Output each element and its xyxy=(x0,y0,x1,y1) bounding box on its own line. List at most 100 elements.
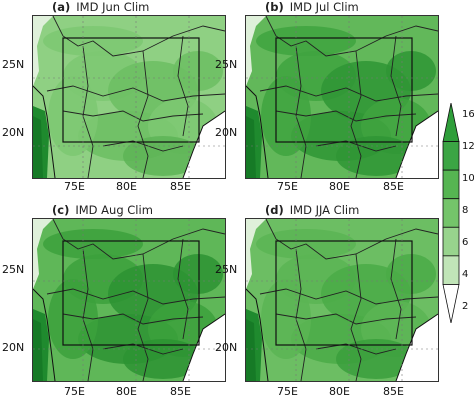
panel-label: (b) xyxy=(265,0,284,14)
east-coastline xyxy=(182,110,225,178)
bay-of-bengal xyxy=(183,314,225,381)
state-boundary xyxy=(265,16,438,57)
rainfall-map xyxy=(33,219,225,381)
state-boundary xyxy=(265,219,438,260)
rainfall-map xyxy=(246,16,438,178)
colorbar-segment xyxy=(442,102,460,142)
coastline xyxy=(246,85,269,178)
state-boundary xyxy=(52,219,225,260)
coastline xyxy=(33,288,56,381)
west-coast-heavy-rainfall xyxy=(246,116,256,178)
bay-of-bengal xyxy=(396,111,438,178)
colorbar-segment xyxy=(442,284,460,324)
panel-title: (c) IMD Aug Clim xyxy=(52,203,153,217)
coastline xyxy=(246,288,269,381)
rainfall-region xyxy=(386,51,436,91)
map-area xyxy=(245,15,439,179)
state-boundary xyxy=(52,16,225,57)
map-panel-d: (d) IMD JJA Clim 25N 20N 75E 80E 85E xyxy=(215,203,445,403)
sea-region xyxy=(246,219,266,289)
lon-tick-85e: 85E xyxy=(383,180,404,193)
panel-label: (c) xyxy=(52,203,70,217)
state-boundary xyxy=(62,313,204,325)
colorbar-segment xyxy=(442,226,460,257)
state-boundary xyxy=(46,85,225,102)
lat-tick-25n: 25N xyxy=(2,263,25,276)
panel-title: (b) IMD Jul Clim xyxy=(265,0,359,14)
colorbar-tick-6: 6 xyxy=(462,237,469,248)
west-coast-heavy-rainfall xyxy=(33,116,43,178)
panel-label: (a) xyxy=(52,0,71,14)
panel-title-text: IMD Jun Clim xyxy=(76,0,150,14)
sea-region xyxy=(33,16,53,86)
lat-tick-20n: 20N xyxy=(215,341,238,354)
state-boundary xyxy=(350,50,362,178)
lon-tick-80e: 80E xyxy=(329,385,350,398)
state-boundary xyxy=(46,288,225,305)
lon-tick-75e: 75E xyxy=(277,180,298,193)
lon-tick-80e: 80E xyxy=(329,180,350,193)
panel-title-text: IMD Jul Clim xyxy=(289,0,359,14)
east-coastline xyxy=(182,313,225,381)
rainfall-region xyxy=(48,279,98,359)
state-boundary xyxy=(62,110,204,122)
coastline xyxy=(33,85,56,178)
sea-region xyxy=(246,16,266,86)
lon-tick-75e: 75E xyxy=(277,385,298,398)
state-boundary xyxy=(137,253,149,381)
colorbar: 16 12 10 8 6 4 2 xyxy=(442,102,474,324)
state-boundary xyxy=(275,110,417,122)
lat-tick-20n: 20N xyxy=(2,126,25,139)
rainfall-region xyxy=(48,76,98,156)
panel-title-text: IMD Aug Clim xyxy=(75,203,153,217)
study-domain-box xyxy=(62,37,200,143)
lon-tick-80e: 80E xyxy=(116,385,137,398)
east-coastline xyxy=(395,110,438,178)
state-boundary xyxy=(177,35,189,137)
lon-tick-75e: 75E xyxy=(64,385,85,398)
sea-region xyxy=(33,219,53,289)
map-panel-b: (b) IMD Jul Clim 25N 20N 75E 80E 85E xyxy=(215,0,445,200)
bay-of-bengal xyxy=(396,314,438,381)
state-boundary xyxy=(259,85,438,102)
west-coast-heavy-rainfall xyxy=(33,319,43,381)
colorbar-tick-16: 16 xyxy=(462,109,474,120)
map-area xyxy=(245,218,439,382)
lon-tick-80e: 80E xyxy=(116,180,137,193)
lat-tick-20n: 20N xyxy=(2,341,25,354)
colorbar-segment xyxy=(442,141,460,171)
rainfall-region xyxy=(261,279,311,359)
lat-tick-25n: 25N xyxy=(215,263,238,276)
rainfall-region xyxy=(261,76,311,156)
lon-tick-75e: 75E xyxy=(64,180,85,193)
lon-tick-85e: 85E xyxy=(383,385,404,398)
panel-label: (d) xyxy=(265,203,284,217)
rainfall-region xyxy=(173,51,223,91)
rainfall-region xyxy=(173,254,223,294)
lat-tick-25n: 25N xyxy=(2,58,25,71)
state-boundary xyxy=(137,50,149,178)
colorbar-tick-4: 4 xyxy=(462,269,469,280)
study-domain-box xyxy=(275,37,413,143)
state-boundary xyxy=(350,253,362,381)
lon-tick-85e: 85E xyxy=(170,385,191,398)
state-boundary xyxy=(259,288,438,305)
state-boundary xyxy=(275,313,417,325)
panel-title-text: IMD JJA Clim xyxy=(289,203,360,217)
west-coast-heavy-rainfall xyxy=(246,319,256,381)
map-panel-a: (a) IMD Jun Clim 25N 20N 75E 80E 85E xyxy=(2,0,232,200)
east-coastline xyxy=(395,313,438,381)
lon-tick-85e: 85E xyxy=(170,180,191,193)
map-area xyxy=(32,15,226,179)
state-boundary xyxy=(390,238,402,340)
state-boundary xyxy=(177,238,189,340)
lat-tick-20n: 20N xyxy=(215,126,238,139)
lat-tick-25n: 25N xyxy=(215,58,238,71)
colorbar-tick-12: 12 xyxy=(462,141,474,152)
map-area xyxy=(32,218,226,382)
colorbar-segment xyxy=(442,255,460,285)
colorbar-segment xyxy=(442,198,460,228)
bay-of-bengal xyxy=(183,111,225,178)
colorbar-tick-2: 2 xyxy=(462,301,469,312)
colorbar-scale xyxy=(442,102,460,324)
